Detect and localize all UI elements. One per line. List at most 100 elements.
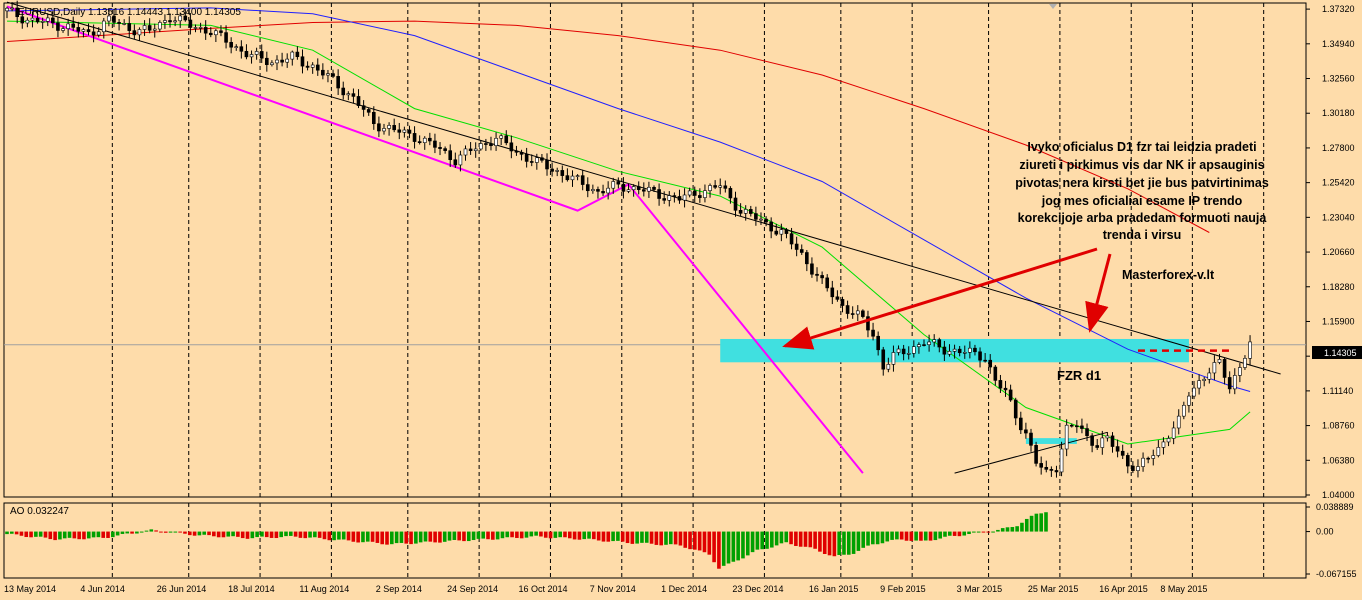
candle — [794, 243, 799, 250]
ao-bar — [111, 531, 115, 538]
candle — [962, 352, 967, 354]
candle — [366, 109, 371, 113]
candle — [198, 27, 203, 29]
ao-bar — [543, 531, 548, 538]
ao-bar — [774, 531, 779, 546]
price-panel[interactable]: 1.37320 1.34940 1.32560 1.30180 1.27800 1.254… — [3, 0, 1355, 500]
chart-scroll-marker-icon[interactable] — [1049, 4, 1057, 9]
ao-bar — [447, 531, 452, 541]
ao-bar — [38, 531, 43, 537]
ao-bar — [721, 531, 726, 566]
ma-mid-line — [6, 7, 1251, 392]
ao-bar — [375, 531, 380, 543]
ao-bar — [808, 531, 813, 548]
ao-bar — [226, 531, 231, 537]
candle — [163, 20, 167, 23]
x-tick-label: 13 May 2014 — [4, 584, 56, 594]
candle — [601, 191, 605, 194]
ao-bar — [505, 531, 510, 538]
ao-bar — [861, 531, 866, 548]
x-tick-label: 16 Jan 2015 — [809, 584, 859, 594]
candle — [631, 186, 636, 191]
candle — [723, 185, 728, 189]
ao-bar — [327, 531, 332, 541]
x-tick-label: 16 Apr 2015 — [1099, 584, 1148, 594]
ao-bar — [981, 531, 986, 533]
y-tick-label: 1.23040 — [1322, 212, 1355, 222]
candle — [825, 277, 830, 289]
ao-panel[interactable]: 0.038889 0.00 -0.067155 — [3, 502, 1357, 579]
ao-bar — [577, 531, 582, 540]
ao-bar — [341, 531, 346, 540]
candle — [1161, 441, 1166, 448]
candle — [1085, 428, 1089, 437]
candle — [1212, 362, 1217, 374]
ao-bar — [827, 531, 832, 556]
ao-bar — [962, 531, 967, 536]
x-tick-label: 8 May 2015 — [1160, 584, 1207, 594]
candle — [249, 54, 254, 58]
candle — [147, 25, 152, 31]
candle — [239, 46, 244, 52]
candle — [1238, 367, 1242, 376]
candle — [270, 62, 274, 65]
comment-line: Ivyko oficialus D1 fzr tai leidzia prade… — [1027, 140, 1256, 154]
ao-bar — [933, 531, 938, 541]
ao-bar — [351, 531, 356, 542]
candle — [66, 23, 70, 29]
ao-bar — [14, 531, 19, 535]
comment-text: Ivyko oficialus D1 fzr tai leidzia prade… — [1015, 140, 1269, 242]
candle — [122, 23, 126, 25]
ao-bar — [356, 531, 360, 543]
ao-bar — [851, 531, 856, 554]
ao-bar — [895, 531, 899, 540]
candle — [45, 17, 50, 22]
ao-bar — [688, 531, 692, 550]
ao-bar — [24, 531, 29, 538]
ao-bar — [67, 531, 72, 538]
candle — [259, 51, 264, 59]
ao-bar — [1039, 513, 1043, 532]
ao-bar — [548, 531, 553, 539]
ao-bar — [717, 531, 721, 569]
candle — [850, 313, 855, 315]
ao-bar — [438, 531, 442, 543]
candle — [820, 275, 824, 279]
candle — [96, 31, 101, 36]
comment-line: ziureti i pirkimus vis dar NK ir apsaugi… — [1019, 158, 1264, 172]
x-tick-label: 1 Dec 2014 — [661, 584, 707, 594]
ao-bar — [539, 531, 543, 537]
candle — [759, 218, 763, 221]
x-tick-label: 16 Oct 2014 — [518, 584, 567, 594]
candle — [112, 15, 116, 23]
candle — [942, 346, 947, 355]
candle — [1029, 432, 1033, 446]
ao-bar — [899, 531, 904, 540]
ao-bar — [654, 531, 659, 545]
candle — [1151, 455, 1156, 459]
x-tick-label: 18 Jul 2014 — [228, 584, 275, 594]
ao-bar — [91, 531, 96, 538]
ao-bar — [1010, 527, 1015, 532]
candle — [35, 17, 40, 23]
ao-bar — [399, 531, 404, 543]
ao-bar — [712, 531, 716, 563]
ao-bar — [101, 531, 106, 538]
candle — [300, 56, 305, 67]
ma-fast-line — [6, 20, 1251, 445]
candle — [453, 159, 458, 166]
candle — [51, 17, 55, 24]
candle — [71, 23, 76, 28]
candle — [1207, 372, 1212, 380]
ao-bar — [669, 531, 673, 545]
candle — [769, 221, 773, 232]
ao-bar — [390, 531, 394, 545]
candle — [1131, 465, 1135, 471]
candle — [448, 150, 453, 161]
candle — [514, 150, 519, 153]
ao-bar — [731, 531, 736, 562]
ao-bar — [1005, 527, 1010, 532]
candle — [1227, 377, 1232, 390]
candle — [229, 42, 233, 48]
